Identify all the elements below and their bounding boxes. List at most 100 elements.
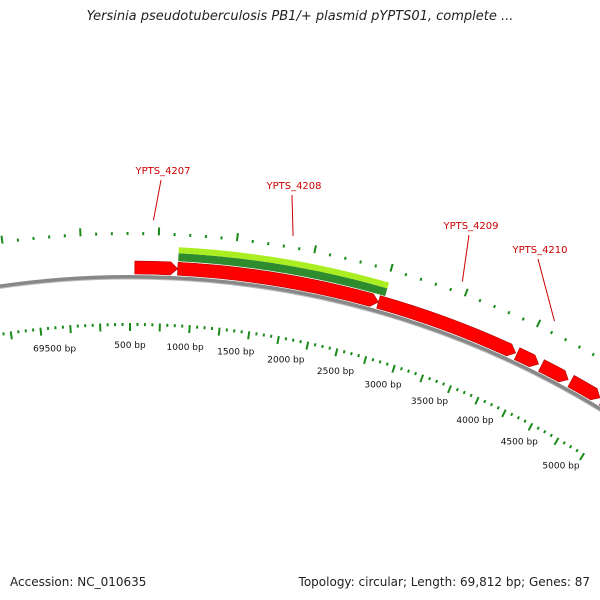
gene-leader-line bbox=[537, 258, 555, 322]
outer-tick bbox=[492, 304, 496, 309]
scale-label: 1000 bp bbox=[167, 343, 204, 353]
outer-tick bbox=[389, 263, 394, 272]
inner-tick bbox=[483, 399, 487, 404]
inner-tick bbox=[363, 355, 368, 365]
gene-label[interactable]: YPTS_4207 bbox=[134, 166, 190, 177]
outer-tick bbox=[591, 352, 595, 357]
inner-tick bbox=[516, 415, 520, 420]
inner-tick bbox=[496, 406, 500, 410]
scale-label: 3000 bp bbox=[364, 380, 401, 390]
outer-tick bbox=[535, 319, 542, 328]
scale-label: 69500 bp bbox=[33, 344, 76, 354]
outer-tick bbox=[507, 310, 511, 315]
gene-arrow[interactable] bbox=[567, 375, 600, 401]
inner-tick bbox=[462, 390, 466, 395]
inner-tick bbox=[447, 385, 452, 394]
inner-tick bbox=[527, 422, 534, 431]
scale-label: 5000 bp bbox=[542, 461, 579, 471]
inner-tick bbox=[579, 452, 585, 461]
inner-tick bbox=[188, 325, 191, 334]
outer-tick bbox=[550, 330, 554, 335]
gene-leader-line bbox=[152, 179, 162, 221]
inner-tick bbox=[39, 327, 43, 336]
gene-label[interactable]: YPTS_4208 bbox=[265, 181, 321, 192]
scale-label: 500 bp bbox=[114, 341, 146, 351]
inner-tick bbox=[428, 376, 432, 381]
inner-tick bbox=[419, 374, 425, 383]
inner-tick bbox=[276, 335, 280, 345]
inner-tick bbox=[321, 344, 324, 349]
inner-tick bbox=[469, 393, 473, 398]
inner-tick bbox=[407, 369, 410, 373]
backbone-highlight bbox=[0, 278, 600, 412]
gene-label[interactable]: YPTS_4209 bbox=[442, 221, 498, 232]
inner-tick bbox=[510, 412, 514, 417]
inner-tick bbox=[217, 327, 221, 336]
inner-tick bbox=[371, 358, 375, 362]
outer-tick bbox=[0, 235, 4, 244]
outer-tick bbox=[297, 247, 301, 251]
outer-tick bbox=[449, 287, 453, 292]
inner-tick bbox=[385, 362, 389, 366]
outer-tick bbox=[404, 272, 408, 277]
outer-tick bbox=[434, 282, 438, 287]
inner-tick bbox=[305, 341, 310, 350]
outer-tick bbox=[344, 256, 347, 261]
inner-tick bbox=[414, 371, 418, 376]
inner-tick bbox=[543, 429, 547, 434]
gene-arrow[interactable] bbox=[134, 260, 179, 276]
inner-tick bbox=[523, 419, 527, 423]
inner-tick bbox=[378, 360, 382, 364]
inner-tick bbox=[328, 346, 332, 350]
feature-band-dark[interactable] bbox=[178, 253, 388, 297]
inner-tick bbox=[562, 441, 566, 445]
inner-tick bbox=[435, 379, 439, 384]
inner-tick bbox=[455, 387, 459, 392]
inner-tick bbox=[334, 348, 339, 357]
scale-label: 3500 bp bbox=[411, 397, 448, 407]
inner-tick bbox=[350, 351, 353, 356]
inner-tick bbox=[247, 331, 251, 340]
gene-arrow[interactable] bbox=[513, 347, 539, 368]
inner-tick bbox=[299, 340, 302, 344]
outer-tick bbox=[564, 337, 568, 342]
gene-arrow[interactable] bbox=[376, 295, 517, 357]
inner-tick bbox=[69, 325, 72, 334]
inner-tick bbox=[442, 382, 446, 386]
inner-tick bbox=[536, 426, 540, 430]
outer-tick bbox=[235, 233, 239, 242]
gene-leader-line bbox=[291, 194, 294, 236]
inner-tick bbox=[575, 448, 579, 453]
gene-label[interactable]: YPTS_4210 bbox=[511, 245, 567, 256]
outer-tick bbox=[328, 253, 332, 257]
scale-label: 4000 bp bbox=[456, 416, 493, 426]
outer-tick bbox=[463, 288, 469, 297]
outer-tick bbox=[577, 345, 582, 349]
inner-tick bbox=[490, 402, 494, 407]
outer-tick bbox=[521, 317, 525, 321]
inner-tick bbox=[400, 366, 403, 371]
summary-text: Topology: circular; Length: 69,812 bp; G… bbox=[298, 575, 590, 589]
accession-text: Accession: NC_010635 bbox=[10, 575, 147, 589]
inner-tick bbox=[391, 364, 396, 373]
inner-tick bbox=[568, 444, 573, 449]
outer-tick bbox=[374, 264, 378, 268]
inner-tick bbox=[357, 353, 360, 358]
outer-tick bbox=[478, 298, 482, 303]
scale-label: 4500 bp bbox=[501, 438, 538, 448]
inner-tick bbox=[553, 437, 560, 446]
gene-arrow[interactable] bbox=[538, 359, 569, 383]
map-title: Yersinia pseudotuberculosis PB1/+ plasmi… bbox=[86, 9, 514, 24]
outer-tick bbox=[359, 260, 362, 264]
scale-label: 2500 bp bbox=[317, 367, 354, 377]
inner-tick bbox=[313, 343, 317, 347]
backbone-circle bbox=[0, 275, 600, 412]
scale-label: 1500 bp bbox=[217, 348, 254, 358]
inner-tick bbox=[474, 396, 480, 405]
inner-tick bbox=[501, 409, 507, 418]
feature-band-light[interactable] bbox=[178, 247, 390, 289]
outer-tick bbox=[313, 245, 317, 254]
gene-arrow[interactable] bbox=[177, 261, 379, 307]
gene-leader-line bbox=[461, 234, 470, 282]
